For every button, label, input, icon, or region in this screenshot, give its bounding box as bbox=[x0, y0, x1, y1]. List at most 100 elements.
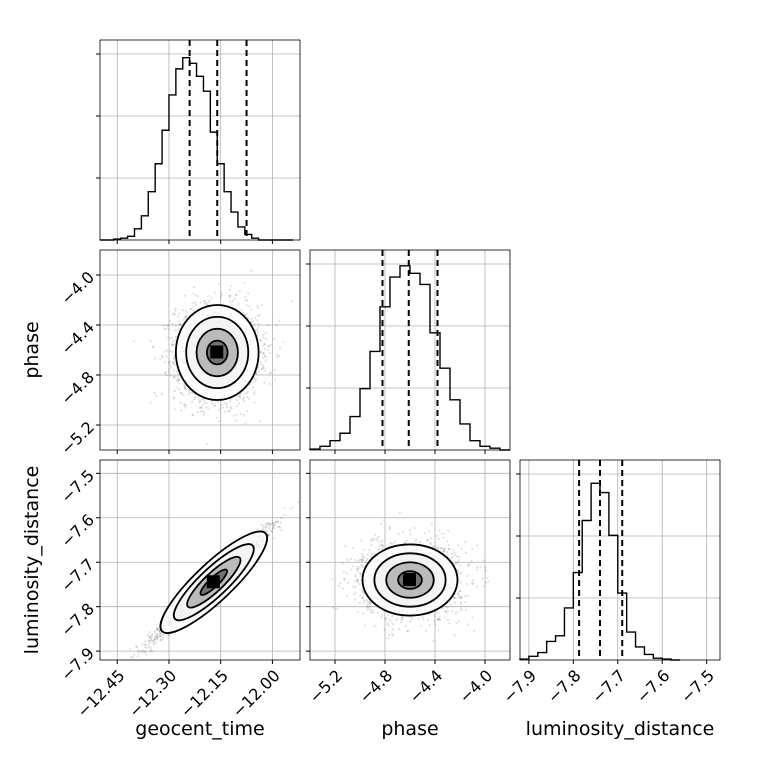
scatter-point bbox=[255, 372, 258, 375]
scatter-point bbox=[162, 324, 166, 327]
scatter-point bbox=[220, 291, 223, 294]
scatter-point bbox=[145, 653, 148, 656]
scatter-point bbox=[274, 523, 277, 526]
scatter-point bbox=[167, 360, 171, 363]
scatter-point bbox=[187, 393, 190, 396]
scatter-point bbox=[252, 391, 256, 394]
hist-step bbox=[100, 57, 294, 241]
scatter-point bbox=[259, 361, 262, 364]
scatter-point bbox=[151, 639, 154, 643]
scatter-point bbox=[239, 412, 242, 416]
scatter-point bbox=[158, 635, 162, 638]
scatter-point bbox=[162, 636, 165, 639]
scatter-point bbox=[204, 299, 207, 303]
scatter-point bbox=[259, 419, 262, 423]
scatter-point bbox=[269, 371, 273, 374]
scatter-point bbox=[126, 666, 128, 668]
scatter-point bbox=[275, 520, 278, 524]
scatter-point bbox=[194, 294, 197, 297]
scatter-point bbox=[160, 354, 164, 357]
scatter-point bbox=[228, 288, 231, 291]
scatter-point bbox=[278, 526, 282, 529]
scatter-point bbox=[267, 527, 270, 530]
scatter-point bbox=[145, 646, 148, 649]
scatter-point bbox=[210, 400, 213, 403]
scatter-point bbox=[236, 395, 239, 398]
scatter-point bbox=[244, 299, 247, 302]
scatter-point bbox=[263, 381, 266, 384]
scatter-point bbox=[228, 409, 231, 413]
scatter-point bbox=[230, 285, 233, 288]
scatter-point bbox=[257, 326, 260, 329]
scatter-point bbox=[200, 410, 203, 413]
scatter-point bbox=[151, 650, 154, 653]
scatter-point bbox=[156, 633, 159, 636]
scatter-point bbox=[278, 525, 281, 529]
scatter-point bbox=[154, 395, 158, 398]
scatter-point bbox=[264, 331, 268, 334]
scatter-point bbox=[253, 401, 256, 404]
scatter-point bbox=[161, 356, 164, 359]
scatter-point bbox=[208, 299, 211, 302]
scatter-point bbox=[188, 391, 191, 394]
scatter-point bbox=[289, 507, 292, 510]
scatter-point bbox=[147, 633, 150, 637]
scatter-point bbox=[248, 305, 251, 308]
scatter-point bbox=[244, 422, 247, 425]
scatter-point bbox=[156, 637, 160, 640]
scatter-point bbox=[168, 374, 172, 377]
scatter-point bbox=[175, 371, 179, 374]
scatter-point bbox=[198, 401, 201, 404]
scatter-point bbox=[154, 635, 157, 638]
scatter-point bbox=[182, 318, 185, 321]
scatter-point bbox=[238, 393, 242, 396]
scatter-point bbox=[269, 522, 272, 526]
scatter-point bbox=[262, 344, 265, 347]
scatter-point bbox=[262, 352, 265, 355]
scatter-point bbox=[260, 368, 263, 371]
scatter-point bbox=[228, 400, 232, 403]
scatter-point bbox=[210, 296, 213, 299]
scatter-point bbox=[170, 336, 173, 340]
scatter-point bbox=[183, 294, 186, 297]
scatter-point bbox=[148, 631, 151, 634]
scatter-point bbox=[256, 527, 259, 531]
scatter-point bbox=[147, 643, 150, 647]
scatter-point bbox=[169, 366, 172, 369]
scatter-point bbox=[266, 521, 269, 525]
scatter-point bbox=[221, 406, 225, 409]
scatter-point bbox=[147, 646, 151, 649]
scatter-point bbox=[194, 396, 197, 399]
scatter-point bbox=[291, 299, 294, 302]
scatter-point bbox=[167, 362, 171, 365]
scatter-point bbox=[196, 295, 200, 298]
scatter-point bbox=[144, 642, 147, 646]
scatter-point bbox=[177, 379, 180, 382]
joint-frame-geocent_time-phase bbox=[99, 249, 301, 451]
scatter-point bbox=[173, 339, 177, 342]
scatter-point bbox=[228, 296, 231, 299]
scatter-point bbox=[272, 527, 275, 530]
scatter-point bbox=[129, 647, 132, 651]
scatter-point bbox=[273, 378, 277, 381]
scatter-point bbox=[268, 522, 271, 525]
scatter-point bbox=[192, 292, 195, 295]
scatter-point bbox=[228, 300, 232, 303]
scatter-point bbox=[172, 312, 175, 315]
scatter-point bbox=[230, 303, 234, 306]
scatter-point bbox=[235, 413, 238, 416]
scatter-point bbox=[158, 629, 161, 632]
scatter-point bbox=[134, 645, 138, 648]
scatter-point bbox=[178, 321, 181, 324]
hist-frame-phase bbox=[309, 249, 511, 451]
scatter-point bbox=[267, 344, 270, 347]
scatter-point bbox=[203, 302, 206, 305]
scatter-point bbox=[278, 319, 281, 322]
scatter-point bbox=[273, 368, 276, 371]
scatter-point bbox=[264, 347, 267, 350]
scatter-point bbox=[181, 309, 185, 312]
scatter-point bbox=[178, 312, 181, 315]
hist-panel-geocent_time bbox=[96, 40, 300, 244]
scatter-point bbox=[174, 309, 177, 312]
scatter-point bbox=[148, 640, 151, 643]
